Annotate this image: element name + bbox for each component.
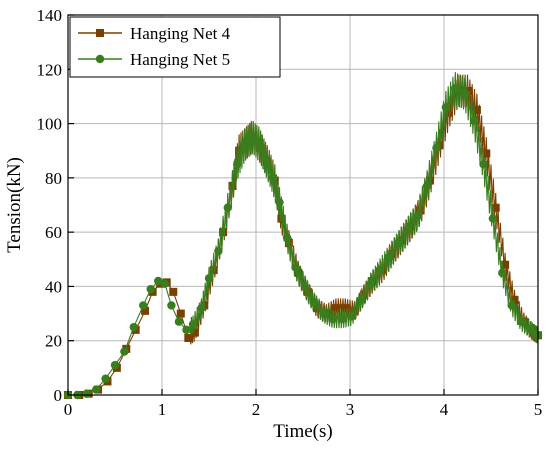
data-point-circle: [338, 314, 347, 324]
data-point-circle: [129, 322, 138, 332]
y-tick-label: 100: [37, 115, 63, 134]
y-tick-label: 80: [45, 169, 62, 188]
data-point-square: [169, 287, 178, 296]
x-tick-label: 3: [346, 400, 355, 419]
data-point-circle: [516, 317, 526, 326]
data-point-circle: [197, 303, 206, 313]
data-point-circle: [275, 198, 284, 207]
legend-box: [69, 16, 281, 78]
legend: Hanging Net 4 Hanging Net 5: [69, 16, 281, 78]
data-point-square: [331, 304, 340, 313]
data-point-circle: [92, 385, 101, 394]
data-point-circle: [479, 160, 488, 169]
data-point-circle: [498, 268, 507, 278]
data-point-circle: [282, 233, 292, 242]
data-point-circle: [204, 274, 214, 283]
data-point-circle: [385, 252, 394, 261]
data-point-circle: [413, 211, 422, 221]
data-point-circle: [154, 276, 163, 286]
y-axis-label: Tension(kN): [4, 157, 25, 253]
data-point-circle: [188, 320, 198, 329]
series-2: [63, 71, 543, 400]
plot-frame: [67, 14, 539, 396]
data-point-circle: [469, 116, 479, 126]
axis-ticks: 0 1 2 3 4 5 0 20 40 60 80 100 120 140: [37, 6, 543, 419]
legend-item: Hanging Net 5: [78, 50, 230, 69]
data-point-circle: [223, 203, 232, 212]
data-point-square: [472, 106, 481, 114]
x-tick-label: 0: [64, 400, 73, 419]
y-tick-label: 20: [45, 332, 62, 351]
data-point-circle: [268, 173, 278, 183]
data-point-circle: [432, 143, 441, 153]
data-point-square: [444, 108, 453, 117]
data-point-circle: [167, 301, 176, 310]
x-tick-label: 2: [252, 400, 261, 419]
data-point-square: [190, 328, 199, 337]
data-point-square: [501, 260, 510, 269]
y-tick-label: 140: [37, 6, 63, 25]
data-point-circle: [120, 347, 129, 356]
data-point-circle: [357, 295, 366, 305]
legend-marker: [95, 54, 105, 64]
legend-label: Hanging Net 5: [130, 50, 230, 69]
data-point-circle: [300, 282, 310, 291]
data-point-circle: [451, 84, 460, 93]
data-point-circle: [526, 325, 535, 335]
legend-label: Hanging Net 4: [130, 24, 231, 43]
data-point-square: [491, 203, 500, 212]
y-tick-label: 0: [54, 386, 63, 405]
data-point-circle: [404, 225, 413, 234]
data-point-circle: [507, 301, 516, 310]
data-point-circle: [101, 374, 110, 383]
data-point-square: [141, 306, 150, 315]
data-point-circle: [488, 214, 498, 223]
data-point-circle: [310, 298, 319, 307]
data-point-circle: [110, 360, 120, 370]
data-point-circle: [174, 317, 184, 326]
y-tick-label: 60: [45, 223, 62, 242]
x-tick-label: 1: [158, 400, 167, 419]
y-tick-label: 120: [37, 60, 63, 79]
data-point-circle: [328, 314, 338, 324]
data-point-square: [482, 149, 491, 158]
data-point-circle: [82, 389, 92, 398]
data-point-circle: [240, 141, 249, 150]
data-point-circle: [291, 263, 300, 272]
data-point-circle: [160, 279, 170, 288]
data-point-square: [277, 214, 286, 223]
data-point-circle: [254, 138, 264, 147]
data-point-circle: [233, 160, 242, 169]
data-point-square: [219, 228, 228, 237]
data-point-circle: [394, 238, 404, 248]
data-point-circle: [441, 103, 451, 112]
data-point-circle: [422, 181, 432, 191]
data-point-square: [209, 266, 218, 275]
data-point-square: [176, 309, 185, 318]
data-point-circle: [319, 309, 328, 318]
legend-marker: [96, 29, 104, 37]
data-point-circle: [347, 312, 357, 321]
data-point-circle: [139, 301, 148, 310]
data-point-circle: [182, 325, 191, 335]
data-point-square: [184, 334, 193, 342]
data-point-circle: [375, 265, 385, 275]
y-tick-label: 40: [45, 277, 62, 296]
data-point-circle: [247, 132, 256, 142]
data-point-circle: [261, 154, 270, 164]
x-axis-label: Time(s): [273, 421, 332, 442]
data-point-circle: [214, 246, 223, 256]
legend-item: Hanging Net 4: [78, 24, 231, 43]
x-tick-label: 4: [440, 400, 449, 419]
data-point-circle: [366, 279, 375, 288]
data-point-circle: [460, 89, 469, 98]
data-point-square: [341, 304, 350, 313]
series-layer: [63, 71, 543, 400]
x-tick-label: 5: [534, 400, 543, 419]
data-point-circle: [146, 284, 155, 294]
